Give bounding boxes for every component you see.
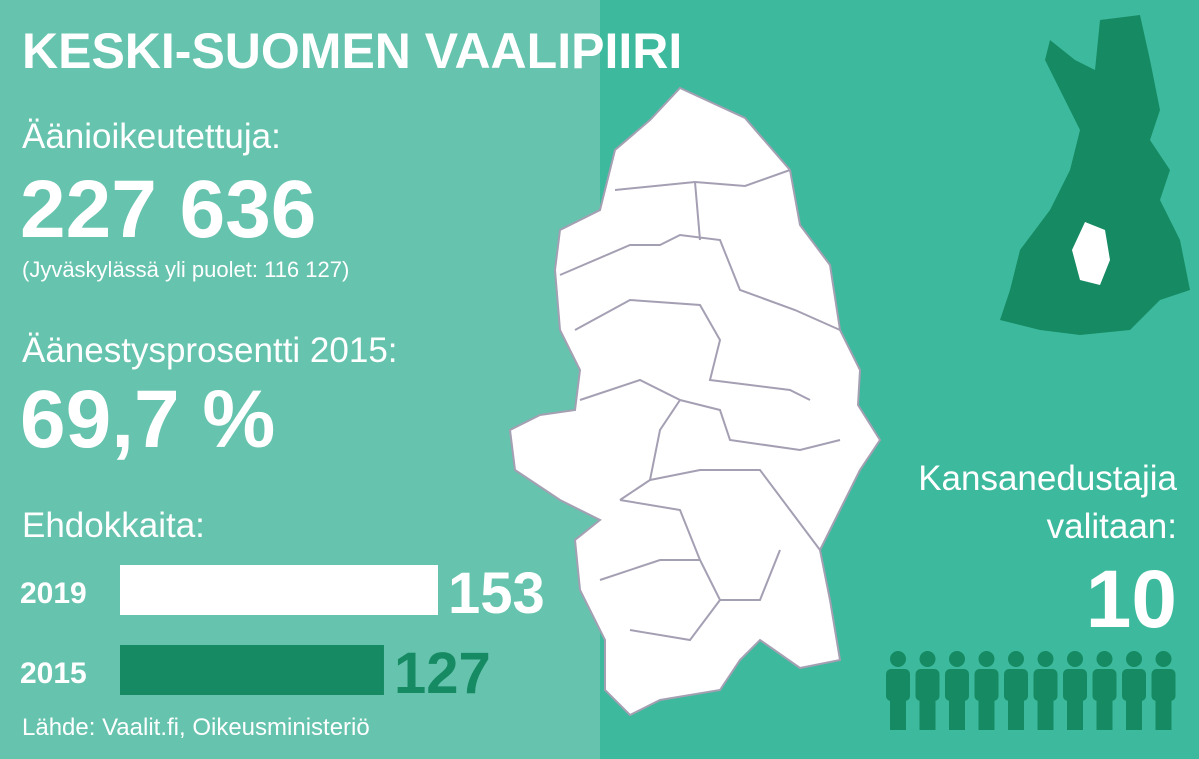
eligible-label: Äänioikeutettuja: bbox=[22, 117, 281, 156]
seat-icon bbox=[915, 651, 940, 730]
seat-icon bbox=[974, 651, 999, 730]
icon-legs bbox=[1126, 698, 1142, 730]
icon-body bbox=[1092, 669, 1117, 701]
icon-body bbox=[974, 669, 999, 701]
icon-legs bbox=[1037, 698, 1054, 730]
seats-label: valitaan: bbox=[1047, 507, 1177, 546]
icon-head bbox=[919, 651, 936, 667]
icon-body bbox=[945, 669, 969, 701]
icon-head bbox=[1155, 651, 1172, 667]
seat-icon bbox=[1063, 651, 1087, 730]
icon-head bbox=[1008, 651, 1024, 667]
seats-label: Kansanedustajia bbox=[918, 459, 1177, 498]
chart-title: Ehdokkaita: bbox=[22, 506, 205, 545]
icon-legs bbox=[1008, 698, 1024, 730]
icon-legs bbox=[919, 698, 936, 730]
seat-icon bbox=[1122, 651, 1146, 730]
turnout-label: Äänestysprosentti 2015: bbox=[22, 331, 398, 370]
icon-legs bbox=[949, 698, 965, 730]
icon-body bbox=[1033, 669, 1058, 701]
region-map bbox=[508, 86, 882, 717]
source: Lähde: Vaalit.fi, Oikeusministeriö bbox=[22, 714, 370, 741]
icon-head bbox=[1037, 651, 1054, 667]
seat-icon bbox=[945, 651, 969, 730]
category-label: 2015 bbox=[20, 657, 87, 690]
icon-head bbox=[1126, 651, 1142, 667]
bar bbox=[120, 565, 438, 615]
icon-head bbox=[949, 651, 965, 667]
icon-body bbox=[915, 669, 940, 701]
seat-icon bbox=[1092, 651, 1117, 730]
icon-body bbox=[1063, 669, 1087, 701]
icon-head bbox=[1096, 651, 1113, 667]
icon-legs bbox=[890, 698, 906, 730]
icon-head bbox=[1067, 651, 1083, 667]
seat-icon bbox=[886, 651, 910, 730]
eligible-note: (Jyväskylässä yli puolet: 116 127) bbox=[22, 257, 349, 282]
value-label: 127 bbox=[394, 641, 491, 706]
seats-value: 10 bbox=[1086, 554, 1177, 645]
left-panel bbox=[0, 0, 600, 759]
icon-body bbox=[886, 669, 910, 701]
seat-icon bbox=[1033, 651, 1058, 730]
icon-body bbox=[1122, 669, 1146, 701]
icon-body bbox=[1004, 669, 1028, 701]
bar bbox=[120, 645, 384, 695]
seat-icon bbox=[1004, 651, 1028, 730]
value-label: 153 bbox=[448, 561, 545, 626]
category-label: 2019 bbox=[20, 577, 87, 610]
turnout-value: 69,7 % bbox=[20, 374, 275, 465]
icon-body bbox=[1151, 669, 1176, 701]
title: KESKI-SUOMEN VAALIPIIRI bbox=[22, 23, 682, 79]
icon-head bbox=[978, 651, 995, 667]
icon-legs bbox=[1067, 698, 1083, 730]
icon-legs bbox=[1096, 698, 1113, 730]
seat-icons bbox=[886, 651, 1176, 730]
finland-map bbox=[1000, 15, 1190, 335]
eligible-value: 227 636 bbox=[20, 164, 316, 255]
icon-head bbox=[890, 651, 906, 667]
seat-icon bbox=[1151, 651, 1176, 730]
icon-legs bbox=[1155, 698, 1172, 730]
icon-legs bbox=[978, 698, 995, 730]
